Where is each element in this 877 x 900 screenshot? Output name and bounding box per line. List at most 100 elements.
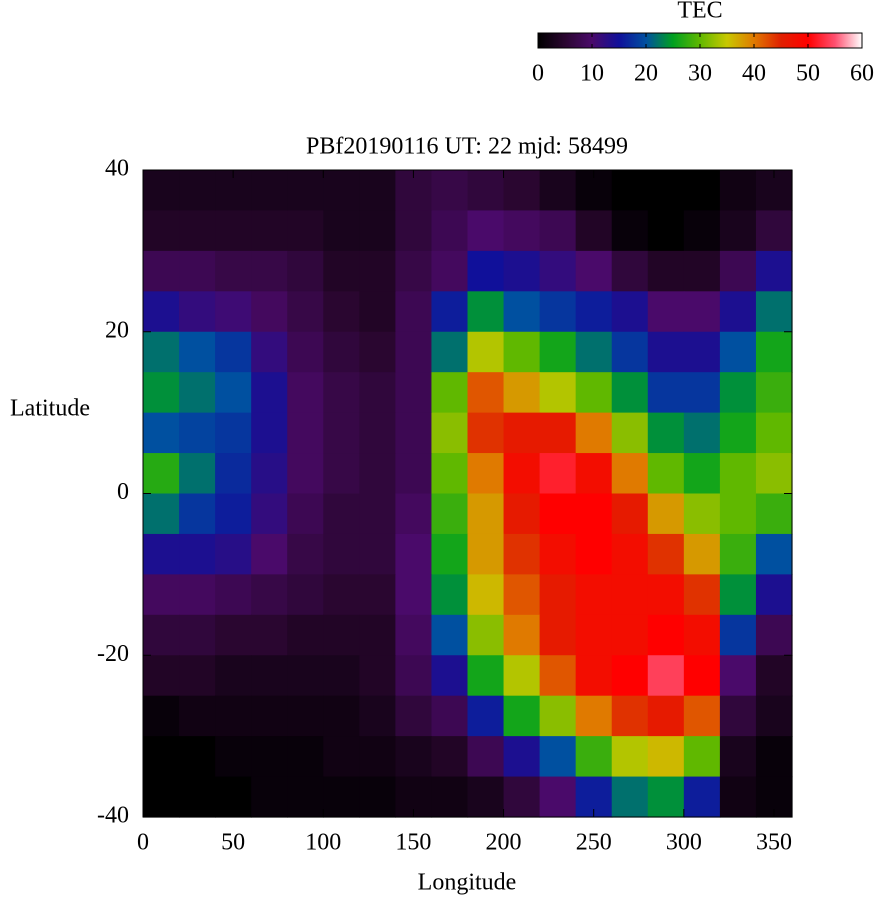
heatmap-cell [323, 250, 360, 292]
heatmap-cell [755, 210, 793, 252]
heatmap-cell [287, 736, 324, 778]
heatmap-cell [683, 574, 721, 616]
heatmap-cell [395, 695, 433, 737]
heatmap-cell [719, 614, 757, 656]
colorbar-tick-label: 50 [796, 61, 820, 87]
heatmap-cell [611, 493, 649, 535]
heatmap-cell [251, 412, 288, 454]
heatmap-cell [683, 372, 721, 414]
heatmap-cell [431, 695, 469, 737]
heatmap-cell [503, 655, 541, 697]
heatmap-cell [323, 695, 360, 737]
heatmap-cell [611, 291, 649, 333]
heatmap-cell [251, 736, 288, 778]
y-tick-label: -40 [97, 803, 129, 829]
heatmap-cell [359, 574, 396, 616]
heatmap-cell [683, 493, 721, 535]
heatmap-cell [215, 291, 252, 333]
heatmap-cell [359, 170, 396, 212]
heatmap-cell [683, 533, 721, 575]
heatmap-cell [611, 331, 649, 373]
heatmap-cell [323, 493, 360, 535]
heatmap-cell [683, 655, 721, 697]
heatmap-cell [539, 291, 577, 333]
heatmap-cell [323, 614, 360, 656]
heatmap-cell [179, 533, 216, 575]
heatmap-cell [575, 695, 613, 737]
heatmap-cell [323, 372, 360, 414]
heatmap-cell [143, 453, 180, 495]
heatmap-cell [503, 250, 541, 292]
heatmap-cell [683, 170, 721, 212]
heatmap-cell [719, 170, 757, 212]
heatmap-cell [755, 453, 793, 495]
heatmap-cell [395, 655, 433, 697]
heatmap-cell [539, 453, 577, 495]
heatmap-cell [251, 655, 288, 697]
heatmap-cell [431, 574, 469, 616]
heatmap-cell [467, 574, 505, 616]
heatmap-cell [575, 331, 613, 373]
heatmap-cell [719, 574, 757, 616]
heatmap-cell [143, 250, 180, 292]
heatmap-cell [287, 695, 324, 737]
y-tick-label: 40 [105, 156, 129, 182]
heatmap-cell [755, 614, 793, 656]
heatmap-cell [431, 533, 469, 575]
heatmap-cell [287, 170, 324, 212]
heatmap-cell [179, 695, 216, 737]
heatmap-cell [287, 776, 324, 818]
heatmap-cell [467, 210, 505, 252]
heatmap-cell [431, 331, 469, 373]
heatmap-cell [179, 291, 216, 333]
heatmap-cell [251, 210, 288, 252]
heatmap-cell [683, 695, 721, 737]
heatmap-cell [503, 210, 541, 252]
heatmap-cell [755, 291, 793, 333]
heatmap-cell [539, 210, 577, 252]
heatmap-cell [467, 453, 505, 495]
heatmap-cell [287, 655, 324, 697]
heatmap-cell [683, 250, 721, 292]
heatmap-cell [647, 614, 685, 656]
heatmap-cell [395, 574, 433, 616]
heatmap-cell [539, 736, 577, 778]
heatmap-cell [395, 210, 433, 252]
heatmap-cell [395, 453, 433, 495]
heatmap-cell [323, 533, 360, 575]
heatmap-cell [647, 574, 685, 616]
heatmap-cell [575, 574, 613, 616]
heatmap-cell [431, 170, 469, 212]
y-tick-label: 20 [105, 317, 129, 343]
heatmap-cell [359, 250, 396, 292]
heatmap-cell [431, 210, 469, 252]
heatmap-cell [323, 574, 360, 616]
heatmap-cell [323, 210, 360, 252]
x-tick-label: 0 [137, 830, 149, 856]
heatmap-cell [611, 695, 649, 737]
heatmap-cell [179, 331, 216, 373]
heatmap-cell [359, 614, 396, 656]
heatmap-cell [467, 331, 505, 373]
heatmap-cell [251, 291, 288, 333]
heatmap-cell [251, 372, 288, 414]
y-tick-label: 0 [117, 479, 129, 505]
heatmap-cell [179, 493, 216, 535]
y-tick-label: -20 [97, 641, 129, 667]
heatmap-cell [719, 695, 757, 737]
x-tick-label: 150 [395, 830, 431, 856]
heatmap-cell [431, 453, 469, 495]
heatmap-cell [503, 291, 541, 333]
heatmap-cell [431, 776, 469, 818]
heatmap-cell [179, 776, 216, 818]
heatmap-cell [719, 453, 757, 495]
heatmap-cell [251, 331, 288, 373]
heatmap-cell [647, 372, 685, 414]
heatmap-cell [503, 736, 541, 778]
colorbar-tick-label: 30 [688, 61, 712, 87]
heatmap-cell [611, 372, 649, 414]
heatmap-cell [323, 453, 360, 495]
heatmap-cell [647, 331, 685, 373]
heatmap-cell [647, 412, 685, 454]
